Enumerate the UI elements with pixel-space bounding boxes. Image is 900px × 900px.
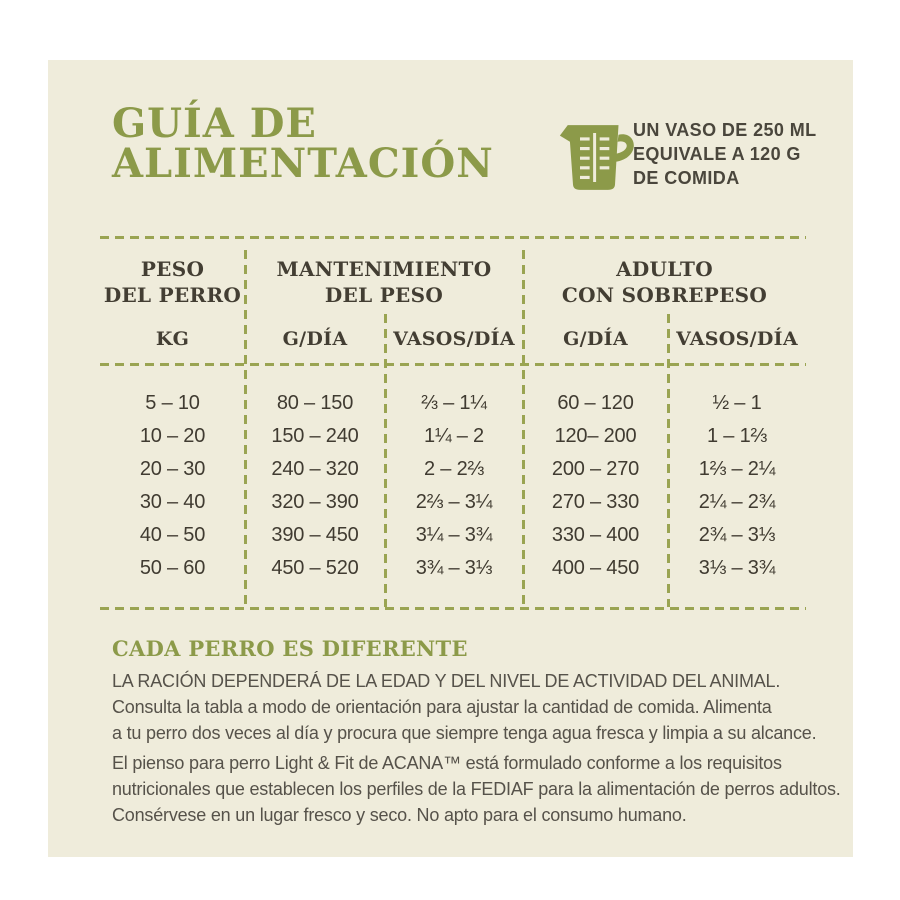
- feeding-table: PESO DEL PERRO MANTENIMIENTO DEL PESO AD…: [100, 236, 806, 610]
- feeding-guide-panel: GUÍA DE ALIMENTACIÓN UN VASO DE 250 ML E…: [48, 60, 853, 857]
- column-header-kg: KG: [155, 328, 190, 350]
- cell-cups-day: 2⅔ – 3¼: [415, 491, 493, 513]
- table-group-divider-2: [522, 250, 525, 607]
- cell-g-day: 150 – 240: [271, 425, 359, 447]
- group-label-line: CON SOBREPESO: [561, 283, 768, 307]
- cell-g-day: 450 – 520: [271, 557, 359, 579]
- cell-g-day: 320 – 390: [271, 491, 359, 513]
- cell-cups-day: 1 – 1⅔: [707, 425, 767, 447]
- cup-equivalence-note: UN VASO DE 250 ML EQUIVALE A 120 G DE CO…: [633, 118, 817, 190]
- cell-cups-day: 3¼ – 3¾: [415, 524, 493, 546]
- cell-weight: 30 – 40: [139, 491, 206, 513]
- table-row: 30 – 40 320 – 390 2⅔ – 3¼ 270 – 330 2¼ –…: [100, 486, 806, 519]
- cell-g-day: 330 – 400: [551, 524, 640, 546]
- cell-cups-day: 3⅓ – 3¾: [698, 557, 776, 579]
- nutrition-statement-paragraph: El pienso para perro Light & Fit de ACAN…: [112, 750, 841, 828]
- group-label-line: PESO: [140, 257, 205, 281]
- feeding-advice-paragraph: LA RACIÓN DEPENDERÁ DE LA EDAD Y DEL NIV…: [112, 668, 822, 746]
- table-row: 5 – 10 80 – 150 ⅔ – 1¼ 60 – 120 ½ – 1: [100, 387, 806, 420]
- cup-note-line-2: EQUIVALE A 120 G: [633, 144, 801, 164]
- table-row: 10 – 20 150 – 240 1¼ – 2 120– 200 1 – 1⅔: [100, 420, 806, 453]
- group-label-line: DEL PERRO: [103, 283, 242, 307]
- measuring-cup-icon: [559, 125, 634, 190]
- cell-cups-day: ⅔ – 1¼: [421, 392, 487, 414]
- group-label-line: MANTENIMIENTO: [276, 257, 492, 281]
- cell-weight: 10 – 20: [139, 425, 206, 447]
- table-group-divider-1: [244, 250, 247, 607]
- cell-g-day: 120– 200: [554, 425, 637, 447]
- table-row: 50 – 60 450 – 520 3¾ – 3⅓ 400 – 450 3⅓ –…: [100, 552, 806, 585]
- group-label-line: ADULTO: [616, 257, 713, 281]
- cell-cups-day: 3¾ – 3⅓: [415, 557, 493, 579]
- page-title-line-2: ALIMENTACIÓN: [112, 140, 494, 187]
- cell-cups-day: 2¼ – 2¾: [698, 491, 776, 513]
- column-group-dog-weight: PESO DEL PERRO: [100, 256, 245, 308]
- cell-g-day: 400 – 450: [551, 557, 640, 579]
- cell-cups-day: 1¼ – 2: [424, 425, 484, 447]
- paragraph-line: Consulta la tabla a modo de orientación …: [112, 697, 772, 717]
- cell-g-day: 240 – 320: [271, 458, 359, 480]
- paragraph-line: LA RACIÓN DEPENDERÁ DE LA EDAD Y DEL NIV…: [112, 671, 781, 691]
- paragraph-line: El pienso para perro Light & Fit de ACAN…: [112, 753, 782, 773]
- paragraph-line: Consérvese en un lugar fresco y seco. No…: [112, 805, 687, 825]
- paragraph-line: nutricionales que establecen los perfile…: [112, 779, 841, 799]
- column-header-cups-day-2: VASOS/DÍA: [676, 328, 798, 350]
- cell-cups-day: 2¾ – 3⅓: [698, 524, 776, 546]
- cell-g-day: 270 – 330: [551, 491, 640, 513]
- cell-weight: 5 – 10: [145, 392, 200, 414]
- paragraph-line: a tu perro dos veces al día y procura qu…: [112, 723, 817, 743]
- table-bottom-border: [100, 607, 806, 610]
- page-title: GUÍA DE ALIMENTACIÓN: [112, 104, 494, 184]
- group-label-line: DEL PESO: [324, 283, 444, 307]
- cup-note-line-1: UN VASO DE 250 ML: [633, 120, 817, 140]
- cell-weight: 20 – 30: [139, 458, 206, 480]
- cell-g-day: 80 – 150: [276, 392, 354, 414]
- cell-cups-day: 2 – 2⅔: [424, 458, 484, 480]
- cell-g-day: 60 – 120: [557, 392, 634, 414]
- cell-weight: 40 – 50: [139, 524, 206, 546]
- page-title-line-1: GUÍA DE: [112, 100, 317, 147]
- cell-weight: 50 – 60: [139, 557, 206, 579]
- notes-heading: CADA PERRO ES DIFERENTE: [112, 636, 468, 661]
- column-group-weight-maintenance: MANTENIMIENTO DEL PESO: [245, 256, 523, 308]
- cup-note-line-3: DE COMIDA: [633, 168, 740, 188]
- column-group-overweight-adult: ADULTO CON SOBREPESO: [523, 256, 806, 308]
- table-row: 40 – 50 390 – 450 3¼ – 3¾ 330 – 400 2¾ –…: [100, 519, 806, 552]
- table-top-border: [100, 236, 806, 239]
- table-column-divider-2: [667, 314, 670, 607]
- column-header-g-day-1: G/DÍA: [282, 328, 348, 350]
- column-header-g-day-2: G/DÍA: [563, 328, 628, 350]
- table-row: 20 – 30 240 – 320 2 – 2⅔ 200 – 270 1⅔ – …: [100, 453, 806, 486]
- cell-g-day: 390 – 450: [271, 524, 359, 546]
- cell-cups-day: ½ – 1: [712, 392, 762, 414]
- column-header-cups-day-1: VASOS/DÍA: [393, 328, 515, 350]
- table-column-divider-1: [384, 314, 387, 607]
- cell-g-day: 200 – 270: [551, 458, 640, 480]
- table-header-divider: [100, 363, 806, 366]
- cell-cups-day: 1⅔ – 2¼: [698, 458, 776, 480]
